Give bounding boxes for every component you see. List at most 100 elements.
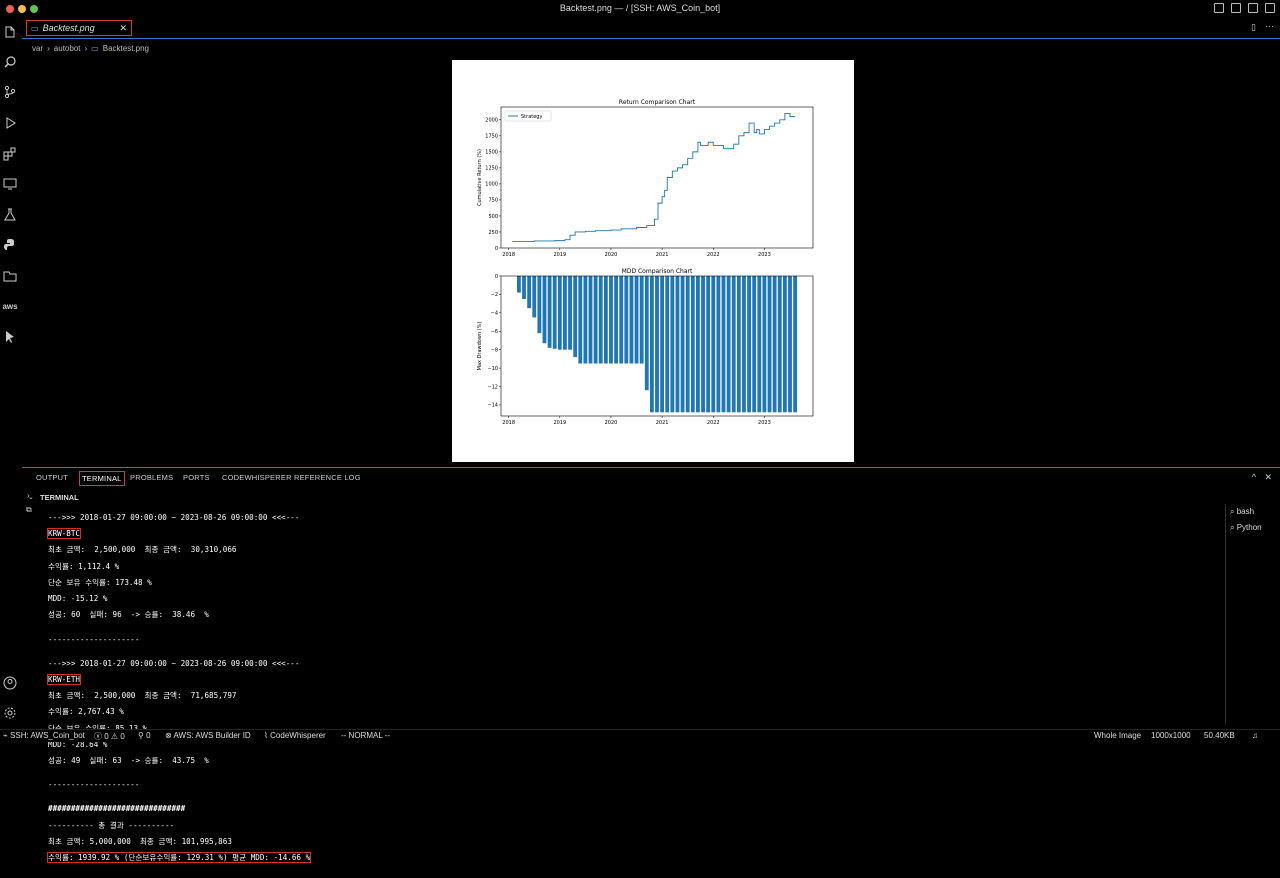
terminal-item-label: Python: [1236, 523, 1262, 532]
remote-label: SSH: AWS_Coin_bot: [10, 731, 85, 740]
terminal-output[interactable]: --->>> 2018-01-27 09:00:00 ~ 2023-08-26 …: [46, 506, 1218, 878]
codewhisperer-indicator[interactable]: ⌇ CodeWhisperer: [264, 731, 326, 740]
bar: [696, 276, 700, 413]
breadcrumb-item[interactable]: var: [32, 43, 44, 53]
y-tick-label: −4: [491, 311, 498, 317]
bar: [736, 276, 741, 413]
terminal-line: 최초 금액: 5,000,000 최종 금액: 101,995,863: [48, 836, 232, 846]
toggle-panel-icon[interactable]: [1231, 3, 1241, 13]
bar: [629, 276, 634, 364]
pointer-icon[interactable]: [2, 328, 18, 344]
y-tick-label: −2: [491, 292, 498, 298]
close-icon[interactable]: ✕: [119, 22, 127, 33]
chevron-right-icon[interactable]: ›: [27, 491, 30, 500]
terminal-item-python[interactable]: ⌕ Python: [1226, 520, 1280, 536]
ports-indicator[interactable]: ⚲ 0: [138, 731, 151, 740]
extensions-icon[interactable]: [2, 146, 18, 162]
plot-frame: [500, 275, 814, 417]
customize-layout-icon[interactable]: [1265, 3, 1275, 13]
bar: [598, 276, 603, 364]
x-tick-label: 2020: [605, 252, 618, 258]
account-icon[interactable]: [2, 675, 18, 691]
tab-codewhisperer-reference-log[interactable]: CODEWHISPERER REFERENCE LOG: [222, 473, 361, 482]
tab-ports[interactable]: PORTS: [183, 473, 210, 482]
terminal-line: ---------- 총 결과 ----------: [48, 820, 175, 830]
aws-icon[interactable]: aws: [2, 301, 18, 311]
close-icon[interactable]: ✕: [1264, 472, 1272, 482]
bar: [788, 276, 792, 413]
breadcrumb-item[interactable]: Backtest.png: [102, 43, 149, 53]
bar: [516, 276, 521, 293]
toggle-sidebar-icon[interactable]: [1214, 3, 1224, 13]
codewhisperer-label: CodeWhisperer: [270, 731, 326, 740]
aws-indicator[interactable]: ⊗ AWS: AWS Builder ID: [165, 731, 251, 740]
image-file-icon: ▭: [31, 23, 39, 33]
terminal-line: --->>> 2018-01-27 09:00:00 ~ 2023-08-26 …: [48, 658, 300, 668]
error-count: 0: [104, 732, 109, 741]
terminal-line: 수익률: 2,767.43 %: [48, 707, 124, 717]
terminal-line: --------------------: [48, 634, 140, 644]
toggle-secondary-sidebar-icon[interactable]: [1248, 3, 1258, 13]
run-debug-icon[interactable]: [2, 115, 18, 131]
breadcrumb-item[interactable]: autobot: [53, 43, 81, 53]
bar: [639, 276, 644, 364]
close-window-button[interactable]: [6, 5, 14, 13]
bar: [762, 276, 767, 413]
bar: [593, 276, 598, 364]
chevron-down-icon[interactable]: ⌄: [28, 494, 34, 501]
tab-problems[interactable]: PROBLEMS: [130, 473, 174, 482]
settings-icon[interactable]: [2, 705, 18, 721]
bar: [603, 276, 608, 364]
bar: [685, 276, 690, 413]
vim-mode: -- NORMAL --: [341, 731, 391, 740]
image-dimensions: 1000x1000: [1151, 731, 1191, 740]
bar: [752, 276, 757, 413]
legend-entry: Strategy: [521, 114, 542, 120]
zoom-window-button[interactable]: [30, 5, 38, 13]
python-icon[interactable]: [2, 237, 18, 253]
chart-title: MDD Comparison Chart: [622, 268, 693, 275]
tab-terminal[interactable]: TERMINAL: [79, 471, 125, 486]
tab-backtest-png[interactable]: ▭ Backtest.png ✕: [26, 20, 132, 36]
terminal-item-bash[interactable]: ⌕ bash: [1226, 504, 1280, 520]
problems-indicator[interactable]: ⓧ 0 ⚠ 0: [94, 732, 125, 741]
folder-icon[interactable]: [2, 268, 18, 284]
terminal-line: 최초 금액: 2,500,000 최종 금액: 71,685,797: [48, 691, 237, 701]
image-preview: Return Comparison Chart Cumulative Return…: [452, 60, 854, 462]
split-editor-icon[interactable]: ▯: [1251, 22, 1256, 32]
x-tick-label: 2019: [553, 252, 566, 258]
bar: [609, 276, 613, 364]
source-control-icon[interactable]: [2, 84, 18, 100]
y-tick-label: 2000: [485, 118, 498, 124]
chevron-right-icon: ›: [84, 43, 88, 53]
notifications-icon[interactable]: ♫: [1252, 731, 1258, 740]
bar: [655, 276, 659, 413]
terminal-icon: ⌕: [1230, 507, 1237, 516]
chevron-up-icon[interactable]: ^: [1251, 472, 1256, 482]
terminal-tool-icon[interactable]: ⧉: [26, 505, 32, 514]
bar: [547, 276, 552, 348]
zoom-level[interactable]: Whole Image: [1094, 731, 1142, 740]
remote-explorer-icon[interactable]: [2, 176, 18, 192]
more-actions-icon[interactable]: ···: [1265, 21, 1274, 31]
remote-indicator[interactable]: ⌁ SSH: AWS_Coin_bot: [3, 731, 85, 740]
plot-frame: [500, 106, 814, 249]
bar: [522, 276, 526, 300]
bar: [614, 276, 618, 364]
minimize-window-button[interactable]: [18, 5, 26, 13]
y-tick-label: 1250: [485, 166, 498, 172]
search-icon[interactable]: [2, 54, 18, 70]
bar: [537, 276, 542, 334]
activity-bar: aws: [0, 18, 20, 729]
bar: [542, 276, 547, 344]
files-icon[interactable]: [2, 24, 18, 40]
bar: [690, 276, 695, 413]
x-tick-label: 2023: [758, 252, 771, 258]
testing-icon[interactable]: [2, 207, 18, 223]
tab-output[interactable]: OUTPUT: [36, 473, 69, 482]
bar: [726, 276, 731, 413]
warning-count: 0: [120, 732, 125, 741]
x-tick-label: 2018: [502, 252, 515, 258]
bar: [731, 276, 736, 413]
y-tick-label: 500: [488, 214, 498, 220]
